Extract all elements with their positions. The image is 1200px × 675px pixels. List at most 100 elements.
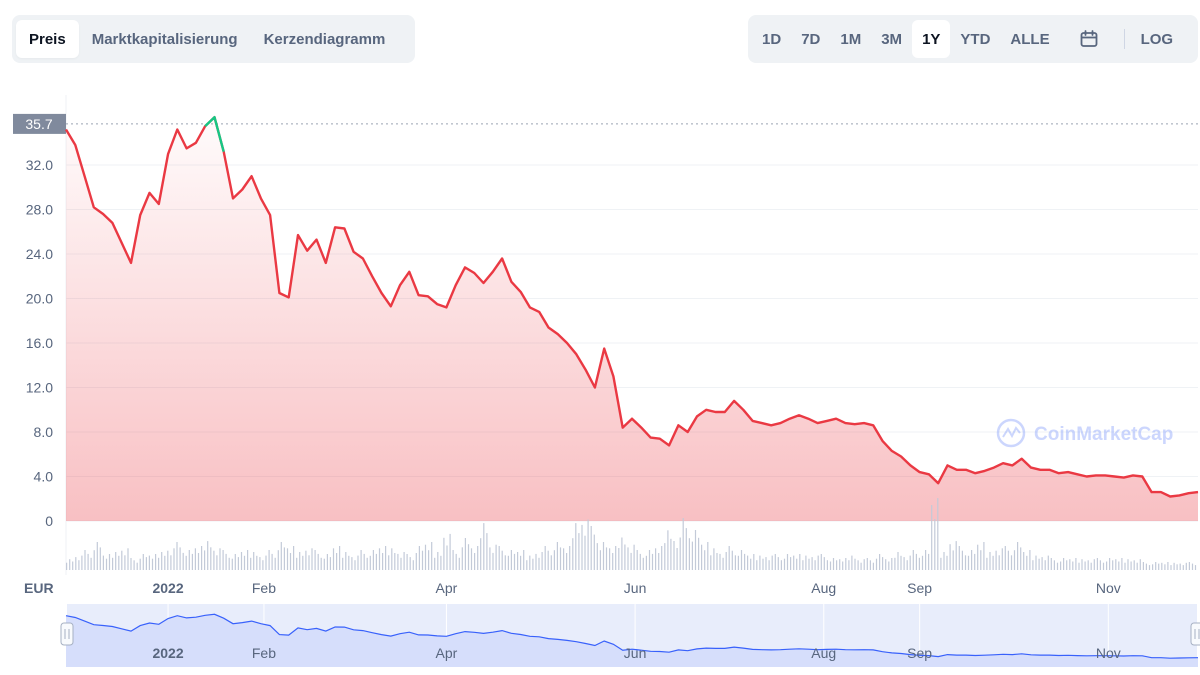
volume-bar	[529, 555, 531, 570]
volume-bar	[842, 561, 844, 570]
volume-bar	[961, 550, 963, 570]
y-tick-label: 16.0	[26, 335, 53, 351]
volume-bar	[1148, 565, 1151, 570]
tab-candlestick[interactable]: Kerzendiagramm	[263, 30, 386, 48]
volume-bar	[572, 538, 574, 570]
volume-bar	[66, 562, 68, 570]
volume-bar	[523, 550, 525, 570]
x-tick-label: Sep	[907, 580, 932, 596]
volume-bar	[213, 550, 215, 570]
x-tick-label: Feb	[252, 580, 276, 596]
volume-bar	[707, 542, 709, 570]
volume-bar	[336, 553, 338, 570]
volume-bar	[1109, 558, 1111, 570]
volume-bar	[397, 553, 399, 570]
range-7d-button[interactable]: 7D	[801, 30, 821, 48]
volume-bar	[1102, 562, 1105, 570]
volume-bar	[839, 559, 841, 570]
volume-bar	[265, 555, 267, 570]
range-3m-button[interactable]: 3M	[881, 30, 903, 48]
volume-bar	[701, 544, 703, 570]
volume-bar	[780, 560, 782, 570]
volume-bar	[99, 547, 101, 570]
volume-bar	[799, 554, 801, 570]
volume-bar	[1026, 555, 1028, 570]
volume-bar	[817, 555, 819, 570]
volume-bar	[636, 550, 638, 570]
volume-bar	[897, 552, 899, 570]
volume-bar	[832, 558, 835, 570]
volume-bar	[532, 558, 534, 570]
volume-bar	[136, 562, 138, 570]
volume-bar	[351, 557, 353, 570]
log-scale-button[interactable]: LOG	[1140, 30, 1174, 48]
volume-bar	[575, 523, 577, 570]
navigator-area-fill	[66, 614, 1198, 667]
volume-bar	[989, 552, 991, 570]
navigator-left-handle[interactable]	[60, 622, 74, 646]
volume-bar	[148, 555, 150, 570]
volume-bar	[406, 554, 408, 570]
x-tick-label: Nov	[1096, 580, 1121, 596]
x-tick-label: 2022	[152, 580, 183, 596]
volume-bar	[1191, 563, 1194, 570]
volume-bar	[645, 555, 647, 570]
volume-bar	[219, 548, 221, 570]
y-tick-label: 28.0	[26, 202, 53, 218]
volume-bar	[894, 557, 896, 570]
navigator-tick-label: Apr	[436, 645, 458, 661]
volume-bar	[434, 557, 436, 570]
volume-bar	[75, 557, 77, 570]
volume-bar	[1099, 560, 1101, 570]
volume-bar	[204, 550, 206, 570]
range-all-button[interactable]: ALLE	[1010, 30, 1050, 48]
volume-bar	[964, 555, 967, 570]
volume-bar	[375, 553, 377, 570]
volume-bar	[618, 548, 620, 570]
volume-bar	[955, 541, 957, 570]
volume-bar	[925, 550, 927, 570]
volume-bar	[467, 544, 470, 570]
volume-bar	[980, 550, 982, 570]
volume-bar	[756, 560, 758, 570]
volume-bar	[271, 553, 273, 570]
volume-bar	[173, 548, 175, 570]
volume-bar	[504, 555, 506, 570]
volume-bar	[713, 548, 715, 570]
navigator-tick-label: Jun	[624, 645, 647, 661]
volume-bar	[480, 538, 482, 570]
volume-bar	[811, 557, 813, 570]
volume-bar	[455, 553, 457, 570]
volume-bar	[719, 553, 721, 570]
volume-bar	[851, 555, 853, 570]
volume-bar	[771, 555, 773, 570]
volume-bar	[483, 523, 485, 570]
volume-bar	[391, 548, 393, 570]
range-1m-button[interactable]: 1M	[840, 30, 862, 48]
volume-bar	[1017, 542, 1019, 570]
volume-bar	[992, 555, 994, 570]
navigator-right-handle[interactable]	[1190, 622, 1200, 646]
volume-bar	[535, 553, 537, 570]
volume-bar	[403, 552, 405, 570]
volume-bar	[320, 557, 322, 570]
volume-bar	[1050, 558, 1052, 570]
tab-price[interactable]: Preis	[16, 20, 79, 58]
volume-bar	[342, 557, 344, 570]
tab-market-cap[interactable]: Marktkapitalisierung	[91, 30, 238, 48]
volume-bar	[428, 550, 430, 570]
volume-bar	[1063, 558, 1065, 570]
range-1d-button[interactable]: 1D	[762, 30, 782, 48]
volume-bar	[421, 550, 424, 570]
volume-bar	[517, 552, 519, 570]
range-1y-button[interactable]: 1Y	[912, 20, 951, 58]
volume-bar	[559, 547, 562, 570]
volume-bar	[112, 557, 114, 570]
range-ytd-button[interactable]: YTD	[960, 30, 991, 48]
navigator-tick-label: 2022	[152, 645, 183, 661]
volume-bar	[253, 552, 255, 570]
volume-bar	[520, 555, 522, 570]
calendar-button[interactable]	[1060, 20, 1118, 58]
volume-bar	[1127, 559, 1129, 570]
volume-bar	[630, 552, 632, 570]
